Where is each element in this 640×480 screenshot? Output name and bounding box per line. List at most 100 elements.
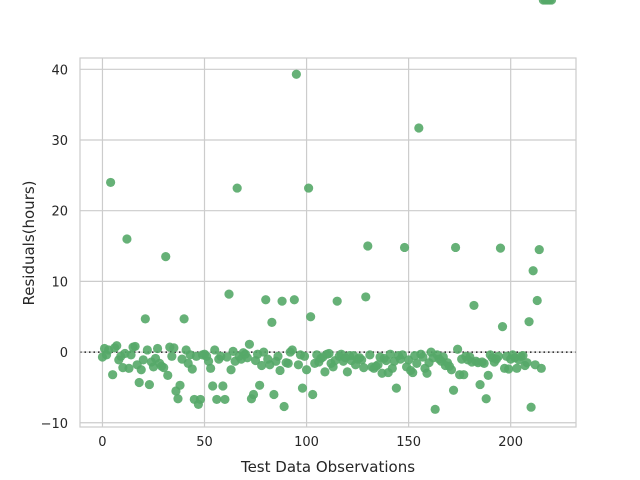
residual-point [269,389,279,400]
residual-point [546,0,557,5]
x-tick-label: 0 [98,435,106,450]
residual-point [187,364,197,374]
residual-point [481,394,491,404]
residual-point [203,356,214,366]
residual-point [210,345,220,355]
residual-point [108,370,118,380]
residual-point [412,358,422,368]
residual-point [218,381,228,391]
y-tick-label: 20 [51,205,68,220]
y-axis-label: Residuals(hours) [20,180,38,305]
residual-point [291,69,301,79]
residual-point [293,360,304,370]
y-tick-label: 10 [51,275,68,290]
residual-point [112,341,122,351]
residual-point [126,350,136,360]
residual-point [450,242,461,253]
x-axis-label: Test Data Observations [240,458,415,476]
residual-point [306,312,316,322]
residual-point [138,355,148,365]
residual-point [152,343,163,354]
x-tick-label: 50 [196,435,213,450]
residual-point [483,370,493,380]
residual-point [524,317,534,327]
residual-point [208,381,218,391]
residual-point [453,344,463,354]
residual-point [361,292,371,302]
residual-point [518,351,528,361]
residual-point [528,266,538,276]
residual-point [391,383,401,393]
x-tick-label: 200 [498,435,523,450]
residual-point [373,360,383,370]
residual-point [408,367,418,378]
residual-point [259,347,269,357]
x-tick-label: 100 [294,435,319,450]
residual-point [232,183,242,193]
residual-point [163,370,173,380]
residual-point [136,365,146,375]
residual-point [175,380,185,390]
residual-point [448,385,459,395]
residual-point [179,314,189,324]
y-tick-label: −10 [41,417,68,432]
residual-point [220,394,230,405]
residual-point [359,363,369,373]
residual-point [169,343,179,353]
residual-point [320,367,330,377]
residual-point [418,352,428,362]
residual-point [385,349,395,359]
residual-point [228,346,238,356]
residual-point [279,401,289,412]
residual-point [414,123,424,133]
residual-point [277,296,287,306]
residual-point [106,177,116,188]
residual-point [159,363,169,373]
residual-point [261,295,271,305]
residual-point [222,352,232,362]
residual-point [161,252,171,262]
residual-point [226,365,236,375]
residual-point [257,360,267,371]
residual-point [324,348,334,359]
residual-point [357,355,367,365]
residual-point [299,351,310,361]
residual-point [304,183,314,193]
residual-point [134,377,144,388]
residual-point [365,350,375,360]
residual-point [195,394,206,405]
residual-point [173,394,183,404]
residual-point [495,243,506,253]
residual-point [308,389,318,400]
residual-points [97,0,557,414]
residual-point [275,365,285,376]
residual-point [493,351,504,361]
residual-point [287,345,297,355]
residual-point [224,289,234,299]
x-tick-label: 150 [396,435,421,450]
residual-point [124,363,134,373]
residual-point [297,383,308,393]
residual-point [422,368,432,378]
residual-point [430,404,440,414]
residual-point [122,234,132,244]
residual-point [526,402,536,412]
residual-point [255,380,265,390]
residual-point [534,244,544,255]
residual-point [283,358,293,368]
y-tick-label: 40 [51,63,68,78]
residual-point [363,241,373,251]
residual-point [532,295,542,306]
residual-point [206,363,216,373]
residual-point [397,350,408,360]
plot-area [79,0,577,428]
residual-point [504,364,514,374]
residual-point [140,314,150,324]
residual-point [522,358,532,368]
residual-point [244,339,255,349]
residual-point [469,300,479,311]
residual-point [536,363,546,373]
residual-point [387,363,397,373]
residual-point [167,351,177,361]
residual-point [446,365,457,375]
